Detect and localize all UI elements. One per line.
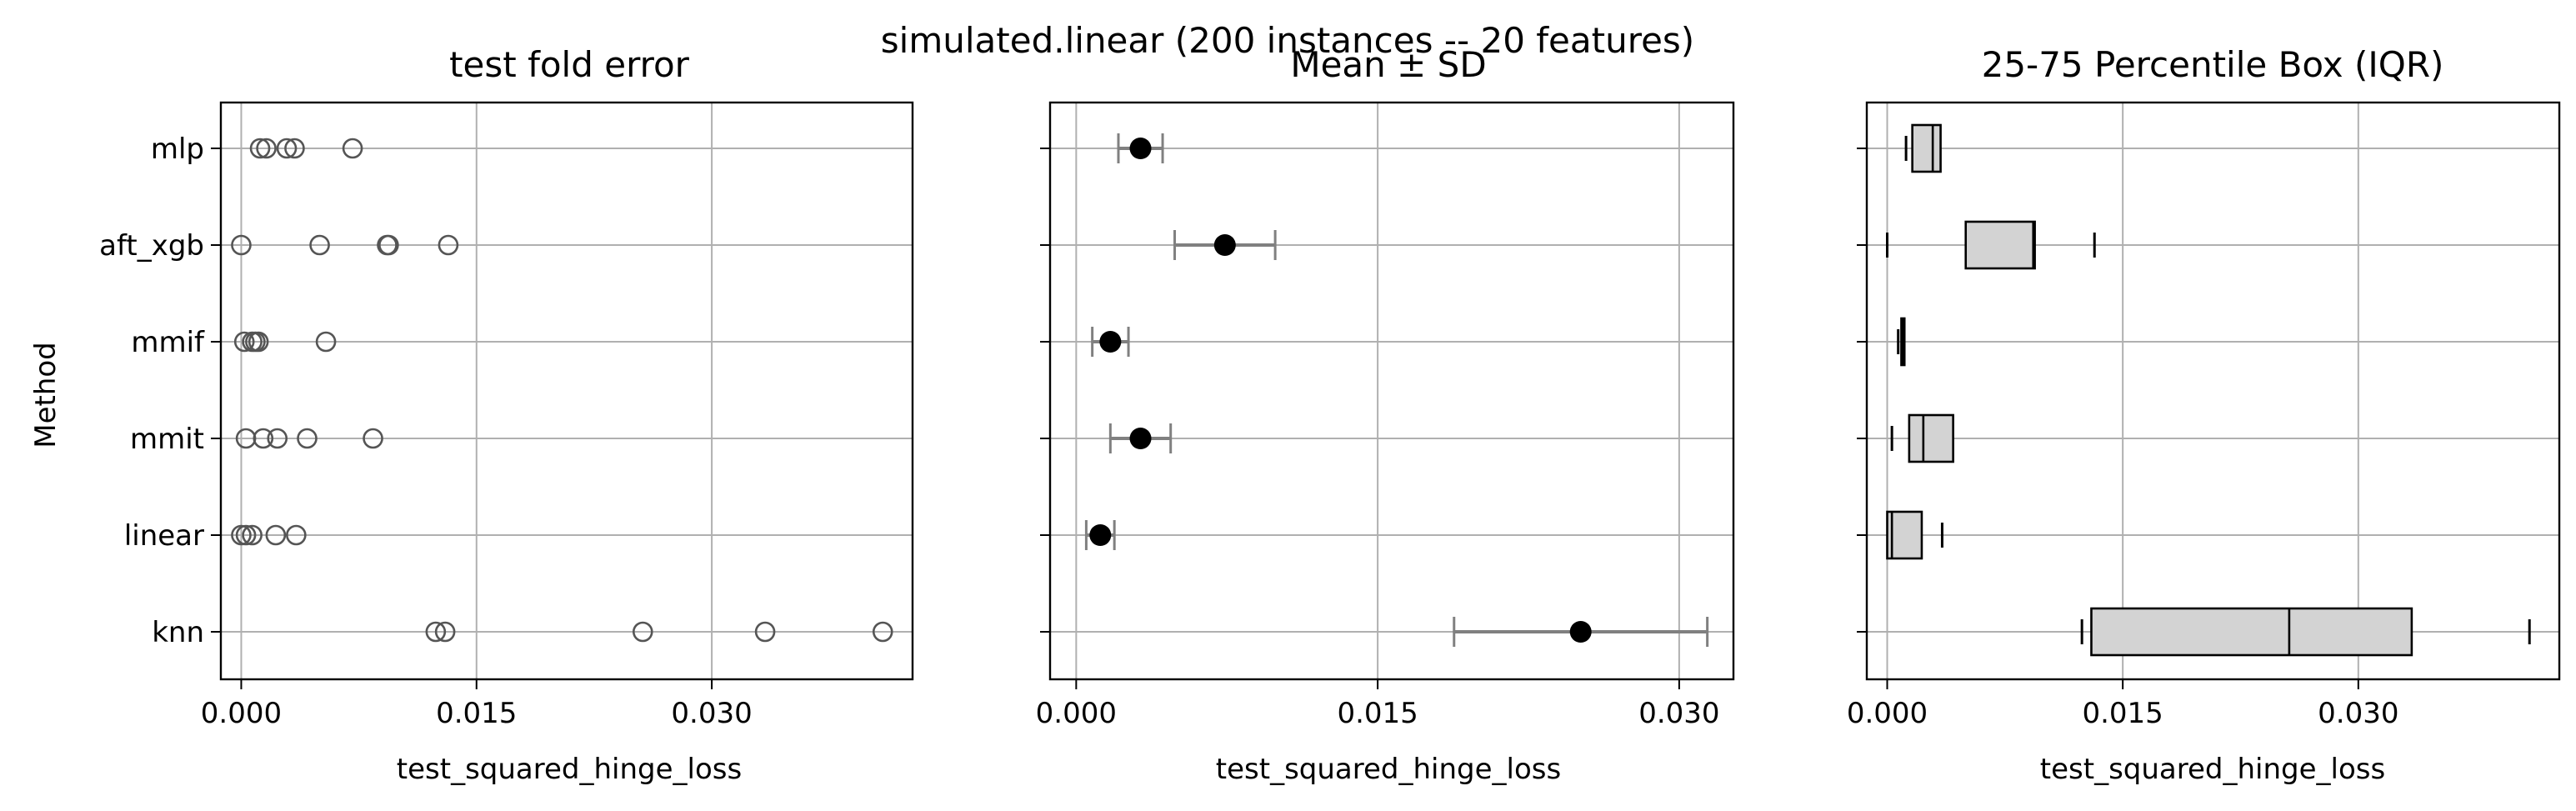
data-point <box>297 428 318 449</box>
x-tick-label: 0.030 <box>671 697 752 730</box>
axes-frame <box>219 101 914 681</box>
y-axis-label: Method <box>29 342 63 448</box>
mean-point <box>1129 138 1152 159</box>
mean-point <box>1569 621 1592 643</box>
data-point <box>267 428 288 449</box>
data-point <box>231 234 252 256</box>
data-point <box>276 138 298 159</box>
data-point <box>249 138 271 159</box>
figure-suptitle: simulated.linear (200 instances -- 20 fe… <box>881 20 1694 61</box>
iqr-box <box>2090 607 2413 657</box>
axes-frame <box>1865 101 2561 681</box>
plot-area <box>1885 123 2531 657</box>
x-tick-label: 0.000 <box>1847 697 1928 730</box>
data-point <box>438 234 459 256</box>
data-point <box>248 331 269 353</box>
data-point <box>632 621 653 643</box>
grid <box>221 103 913 679</box>
x-tick-label: 0.000 <box>1036 697 1117 730</box>
data-point <box>284 138 305 159</box>
data-point <box>286 524 307 546</box>
mean-point <box>1099 331 1122 353</box>
data-point <box>754 621 776 643</box>
x-axis-label: test_squared_hinge_loss <box>397 753 742 786</box>
panel-title: 25-75 Percentile Box (IQR) <box>1982 44 2444 85</box>
x-tick-label: 0.030 <box>1638 697 1719 730</box>
iqr-box <box>1908 413 1954 463</box>
panel-iqr-box: 25-75 Percentile Box (IQR) test_squared_… <box>1847 44 2561 786</box>
y-tick-label: mlp <box>151 133 204 166</box>
data-point <box>434 621 456 643</box>
data-point <box>342 138 363 159</box>
y-tick-label: knn <box>152 616 204 649</box>
data-point <box>231 524 252 546</box>
y-tick-label: aft_xgb <box>99 229 204 263</box>
iqr-box <box>1964 220 2036 270</box>
y-tick-label: mmit <box>130 423 204 456</box>
y-tick-label: mmif <box>131 326 205 359</box>
data-point <box>253 428 274 449</box>
grid <box>1050 103 1733 679</box>
data-point <box>425 621 447 643</box>
mean-point <box>1089 524 1112 546</box>
y-tick-label: linear <box>124 519 204 553</box>
grid <box>1867 103 2559 679</box>
panel-test-fold-error: test fold error test_squared_hinge_loss … <box>29 44 914 786</box>
data-point <box>256 138 277 159</box>
mean-point <box>1213 234 1236 256</box>
data-point <box>378 234 399 256</box>
data-point <box>309 234 330 256</box>
x-tick-label: 0.030 <box>2318 697 2398 730</box>
data-point <box>242 524 263 546</box>
x-tick-label: 0.015 <box>1337 697 1418 730</box>
x-axis-label: test_squared_hinge_loss <box>1216 753 1561 786</box>
data-point <box>315 331 337 353</box>
data-point <box>872 621 893 643</box>
x-tick-label: 0.015 <box>436 697 517 730</box>
axes: 0.000 0.015 0.030 <box>1847 101 2561 730</box>
axes: 0.000 0.015 0.030 <box>1036 101 1735 730</box>
plot-area <box>231 138 893 643</box>
panel-title: Mean ± SD <box>1290 44 1486 85</box>
data-point <box>233 331 255 353</box>
iqr-box <box>1911 123 1942 173</box>
panel-mean-sd: Mean ± SD test_squared_hinge_loss 0.000 0… <box>1036 44 1735 786</box>
x-tick-label: 0.015 <box>2082 697 2163 730</box>
mean-point <box>1129 428 1152 449</box>
plot-area <box>1084 133 1709 647</box>
data-point <box>363 428 383 449</box>
panel-title: test fold error <box>449 44 690 85</box>
axes-frame <box>1048 101 1735 681</box>
x-axis-label: test_squared_hinge_loss <box>2040 753 2385 786</box>
x-tick-label: 0.000 <box>201 697 282 730</box>
data-point <box>235 524 257 546</box>
data-point <box>265 524 287 546</box>
